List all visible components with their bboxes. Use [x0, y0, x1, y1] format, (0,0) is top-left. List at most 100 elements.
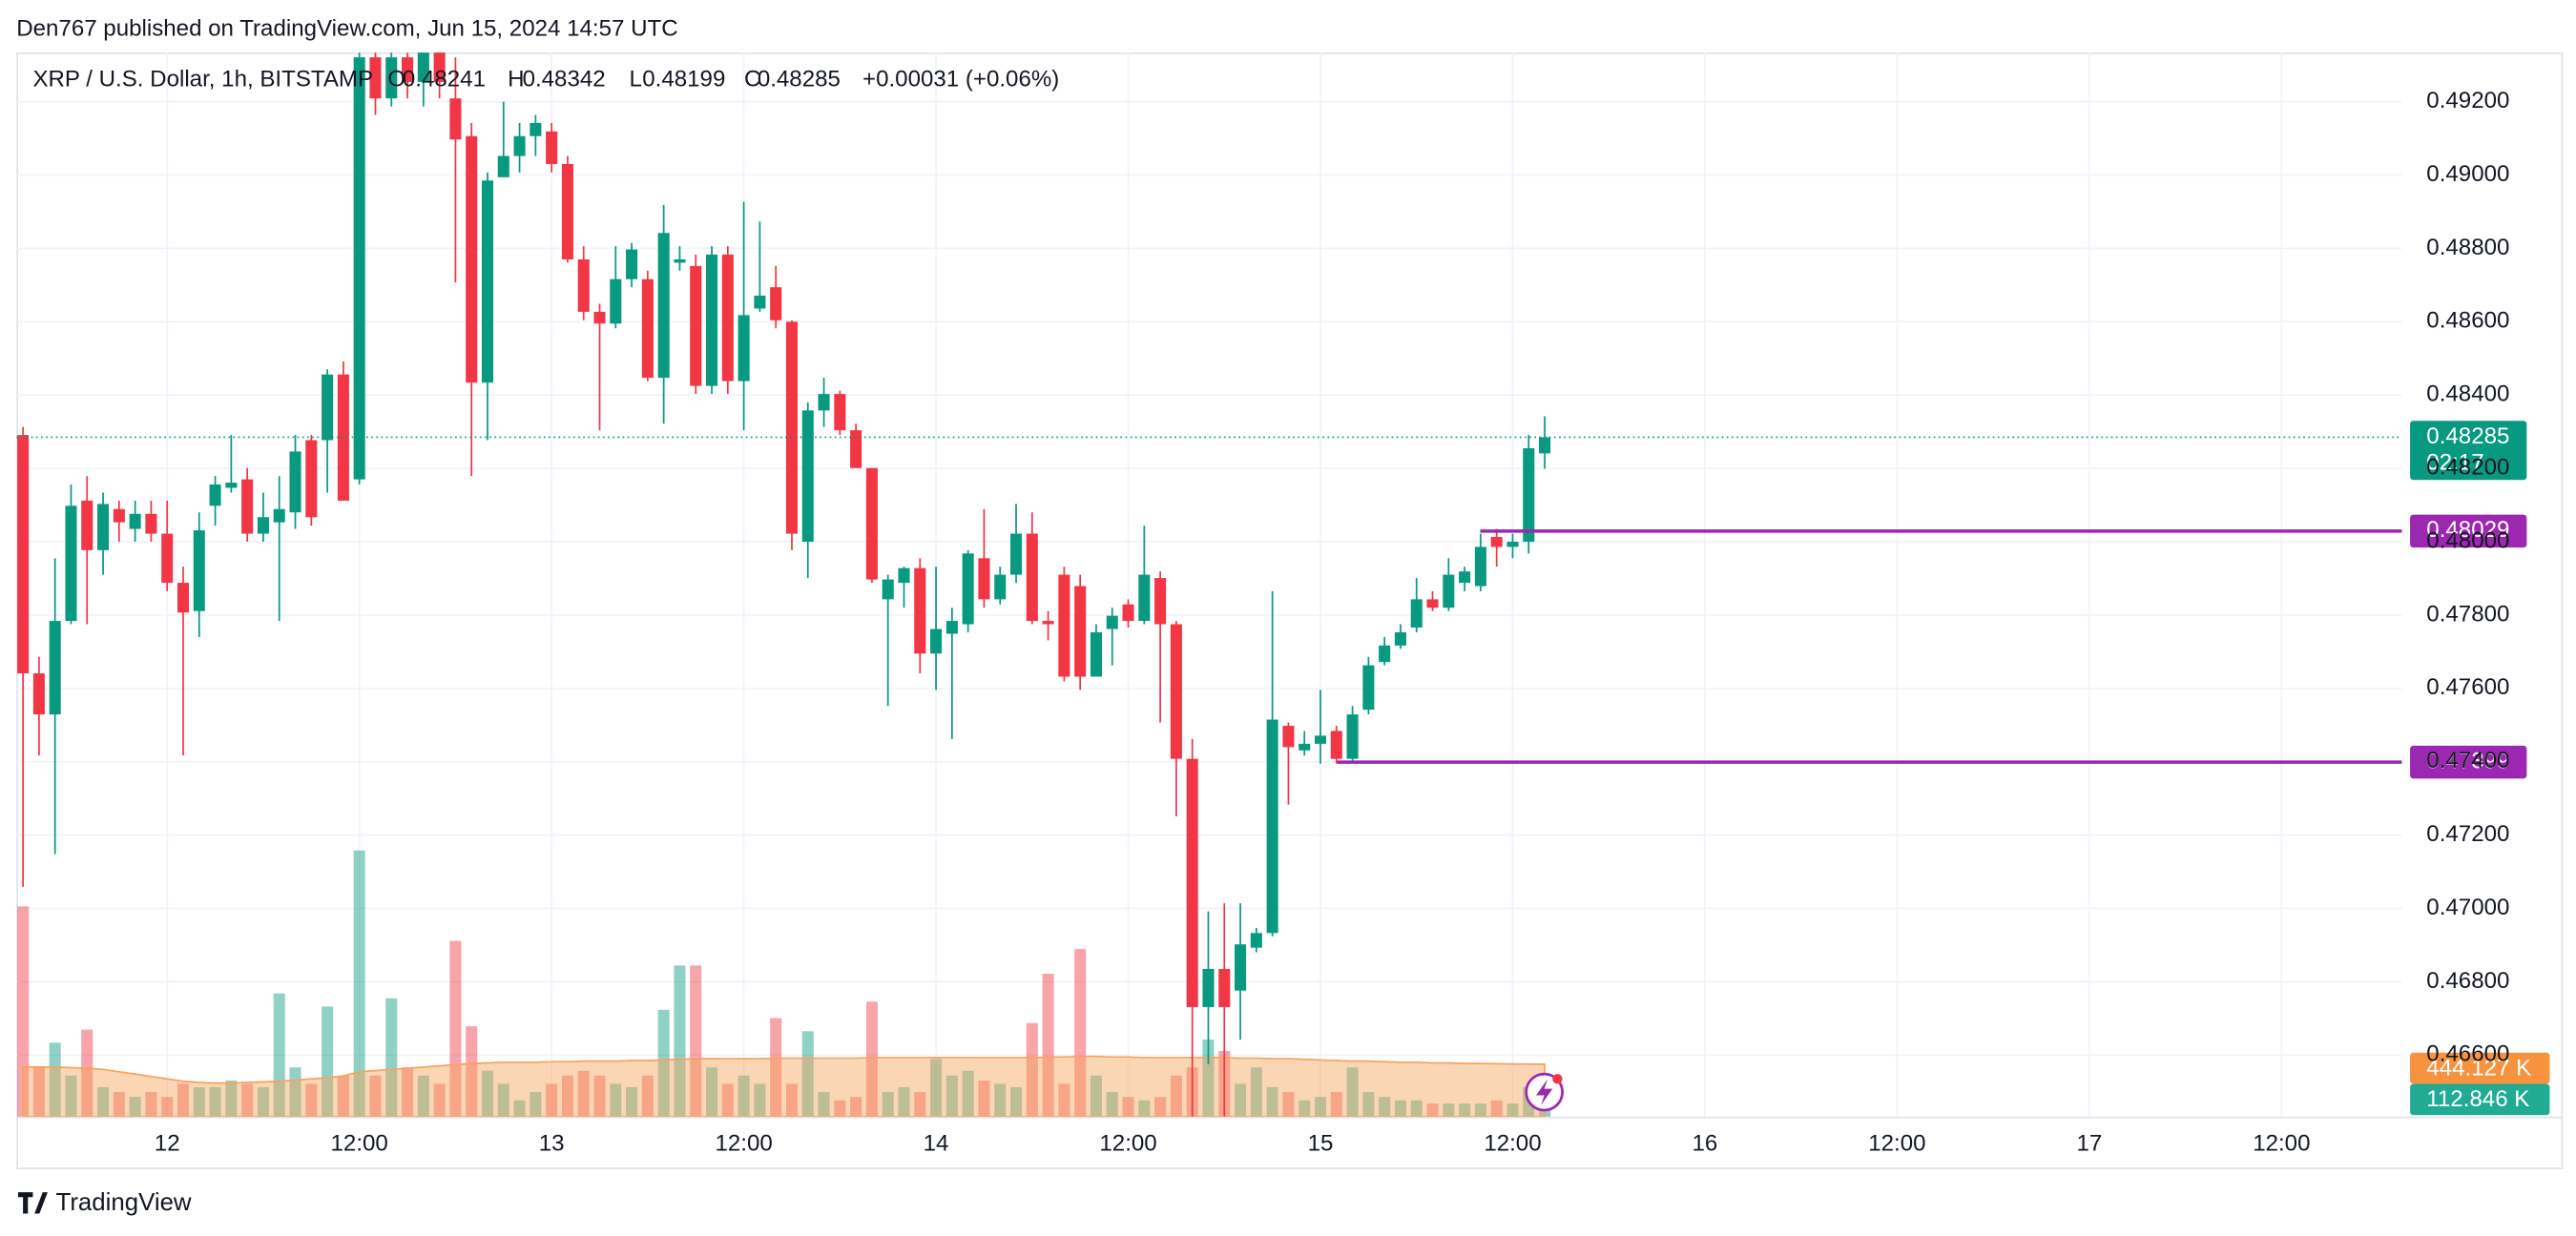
- volume-bar: [737, 1075, 750, 1117]
- volume-bar: [1314, 1097, 1327, 1117]
- y-tick-label: 0.47000: [2426, 895, 2509, 920]
- legend-high: 0.48342: [523, 67, 606, 93]
- y-tick-label: 0.48400: [2426, 381, 2509, 407]
- hline-label: 0.48029: [2426, 517, 2509, 543]
- candle-body: [1106, 615, 1118, 629]
- candle-body: [1539, 437, 1551, 454]
- volume-bar: [1250, 1067, 1262, 1117]
- candle-body: [818, 394, 830, 411]
- candle-body: [593, 311, 606, 324]
- volume-bar: [850, 1097, 862, 1117]
- candle-body: [785, 321, 799, 534]
- candle-body: [161, 533, 174, 584]
- candle-body: [898, 567, 910, 584]
- volume-bar: [674, 965, 686, 1117]
- candle-body: [417, 52, 429, 82]
- volume-bar: [81, 1029, 93, 1117]
- footer-text: TradingView: [56, 1189, 192, 1216]
- price-badge: [2410, 745, 2527, 779]
- volume-bar: [1042, 974, 1054, 1117]
- volume-bar: [177, 1083, 190, 1117]
- candle-body: [754, 296, 766, 309]
- volume-bar: [305, 1083, 318, 1117]
- candle-body: [1346, 714, 1359, 759]
- price-badge: [2410, 514, 2527, 548]
- candle-body: [962, 553, 974, 625]
- volume-pane: [17, 850, 1551, 1117]
- y-tick-label: 0.49200: [2426, 88, 2509, 113]
- volume-bar: [402, 1067, 414, 1117]
- candle-body: [322, 374, 334, 441]
- candle-body: [1235, 944, 1247, 991]
- candle-body: [1298, 743, 1311, 751]
- candle-body: [49, 621, 61, 715]
- candle-body: [209, 484, 221, 506]
- candle-body: [801, 410, 814, 543]
- candles: [17, 52, 1551, 1117]
- volume-bar: [273, 993, 285, 1117]
- candle-body: [257, 517, 269, 534]
- candle-body: [305, 440, 318, 518]
- legend-low-label: L: [630, 67, 642, 93]
- volume-bar: [257, 1086, 269, 1117]
- y-tick-label: 0.47800: [2426, 601, 2509, 627]
- candle-body: [865, 467, 878, 580]
- volume-bar: [209, 1086, 221, 1117]
- y-tick-label: 0.48800: [2426, 235, 2509, 260]
- candle-body: [1154, 578, 1167, 625]
- volume-bar: [914, 1092, 926, 1117]
- candle-body: [1379, 645, 1391, 663]
- volume-bar: [497, 1083, 509, 1117]
- volume-bar: [657, 1009, 670, 1117]
- volume-bar: [1298, 1100, 1311, 1117]
- volume-bar: [834, 1100, 846, 1117]
- volume-bar: [97, 1086, 110, 1117]
- x-tick-label: 13: [539, 1131, 565, 1157]
- alert-icon[interactable]: [1525, 1072, 1564, 1112]
- volume-bar: [17, 906, 30, 1117]
- volume-bar: [481, 1070, 494, 1117]
- x-tick-label: 12:00: [1868, 1131, 1925, 1157]
- volume-bar: [1266, 1086, 1278, 1117]
- volume-bar: [145, 1092, 157, 1117]
- volume-bar: [337, 1075, 349, 1117]
- x-tick-label: 14: [924, 1131, 949, 1157]
- volume-bar: [1138, 1100, 1151, 1117]
- volume-bar: [1090, 1075, 1102, 1117]
- candle-body: [1090, 631, 1102, 677]
- candle-body: [1266, 719, 1278, 934]
- candle-body: [513, 135, 526, 156]
- candle-body: [914, 567, 926, 654]
- volume-bar: [32, 1067, 45, 1117]
- volume-bar: [610, 1083, 622, 1117]
- x-tick-label: 12: [155, 1131, 180, 1157]
- volume-bar: [1346, 1067, 1359, 1117]
- volume-bar: [322, 1006, 334, 1117]
- candle-body: [945, 621, 958, 634]
- legend-low: 0.48199: [642, 67, 725, 93]
- candle-body: [385, 57, 398, 99]
- volume-bar: [353, 850, 365, 1117]
- volume-label: 112.846 K: [2426, 1086, 2529, 1112]
- volume-bar: [1026, 1022, 1038, 1117]
- candle-body: [1058, 574, 1070, 677]
- volume-bar: [577, 1070, 590, 1117]
- legend-close: 0.48285: [758, 67, 841, 93]
- candle-body: [674, 258, 686, 263]
- volume-bar: [882, 1092, 894, 1117]
- candle-body: [369, 57, 382, 99]
- countdown-label: 02:17: [2426, 449, 2483, 475]
- published-note: Den767 published on TradingView.com, Jun…: [16, 15, 677, 41]
- candle-body: [1202, 968, 1215, 1007]
- alert-dot: [1552, 1074, 1563, 1084]
- x-tick-label: 12:00: [1484, 1131, 1541, 1157]
- candle-body: [546, 131, 558, 164]
- volume-bar: [626, 1086, 638, 1117]
- x-tick-label: 12:00: [715, 1131, 772, 1157]
- volume-bar: [754, 1083, 766, 1117]
- y-tick-label: 0.47200: [2426, 821, 2509, 847]
- volume-bar: [1410, 1100, 1423, 1117]
- volume-bar: [1074, 949, 1087, 1117]
- candle-body: [145, 513, 157, 534]
